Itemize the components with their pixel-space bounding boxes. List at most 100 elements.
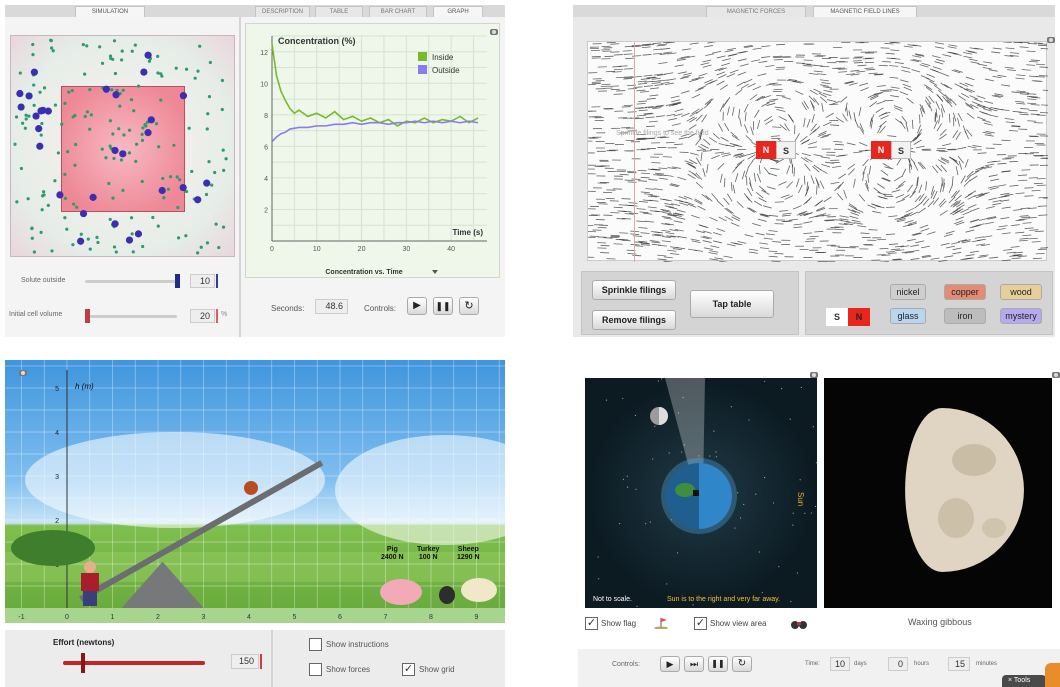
show-view-area-checkbox[interactable]: ✓ — [694, 617, 707, 630]
field-camera-icon[interactable] — [1047, 37, 1055, 43]
water-particle — [67, 90, 71, 94]
pause-button[interactable]: ❚❚ — [433, 297, 453, 315]
iron-filing — [948, 156, 958, 162]
tab-description[interactable]: DESCRIPTION — [255, 6, 310, 17]
effort-value[interactable]: 150 — [231, 654, 259, 669]
iron-filing — [1027, 43, 1037, 45]
iron-filing — [776, 109, 786, 112]
solute-particle — [79, 209, 88, 218]
iron-filing — [654, 172, 665, 175]
magnet-1[interactable]: N S — [756, 141, 796, 159]
iron-filing — [657, 254, 667, 257]
show-forces-checkbox[interactable] — [309, 663, 322, 676]
magnet-swatch[interactable]: S N — [826, 308, 870, 326]
tab-magnetic-field-lines[interactable]: MAGNETIC FIELD LINES — [813, 6, 917, 17]
effort-thumb[interactable] — [81, 653, 85, 673]
iron-filing — [813, 164, 822, 171]
material-nickel-button[interactable]: nickel — [890, 284, 926, 300]
graph-camera-icon[interactable] — [490, 29, 498, 35]
hours-value[interactable]: 0 — [888, 657, 908, 671]
iron-filing — [953, 220, 963, 225]
show-grid-checkbox[interactable]: ✓ — [402, 663, 415, 676]
tab-magnetic-forces[interactable]: MAGNETIC FORCES — [706, 6, 806, 17]
iron-filing — [654, 105, 664, 108]
iron-filing — [938, 150, 948, 153]
iron-filing — [702, 59, 712, 63]
iron-filing — [818, 130, 827, 136]
minutes-value[interactable]: 15 — [948, 657, 970, 671]
iron-filing — [929, 80, 938, 86]
iron-filing — [723, 197, 730, 206]
cell-volume-value[interactable]: 20 — [190, 309, 215, 323]
orbit-camera-icon[interactable] — [810, 372, 818, 378]
animal-label-pig: Pig 2400 N — [381, 546, 404, 562]
water-particle — [112, 156, 116, 161]
tab-graph[interactable]: GRAPH — [433, 6, 483, 17]
effort-track[interactable] — [63, 661, 205, 665]
remove-filings-button[interactable]: Remove filings — [592, 310, 676, 330]
moon-camera-icon[interactable] — [1052, 372, 1060, 378]
iron-filing — [621, 198, 631, 200]
moon-reset-button[interactable]: ↻ — [732, 656, 752, 672]
cell-volume-thumb[interactable] — [85, 309, 90, 323]
iron-filing — [646, 125, 656, 128]
water-particle — [38, 90, 42, 94]
water-particle — [27, 114, 31, 118]
iron-filing — [912, 55, 922, 58]
phase-name: Waxing gibbous — [908, 617, 972, 627]
star — [598, 578, 600, 580]
iron-filing — [816, 185, 818, 195]
reset-button[interactable]: ↻ — [459, 297, 479, 315]
tab-table[interactable]: TABLE — [315, 6, 363, 17]
material-wood-button[interactable]: wood — [1000, 284, 1042, 300]
water-particle — [214, 222, 218, 226]
play-button[interactable]: ▶ — [407, 297, 427, 315]
material-copper-button[interactable]: copper — [944, 284, 986, 300]
iron-filing — [823, 196, 832, 203]
tap-table-button[interactable]: Tap table — [690, 290, 774, 318]
solute-particle — [112, 91, 120, 99]
iron-filing — [901, 66, 911, 69]
water-particle — [63, 172, 67, 176]
water-particle — [207, 94, 212, 99]
moon-pause-button[interactable]: ❚❚ — [708, 656, 728, 672]
iron-filing — [808, 72, 818, 75]
cell-volume-track[interactable] — [85, 315, 177, 318]
iron-filing — [1015, 100, 1025, 103]
iron-filing — [691, 76, 701, 81]
tools-button[interactable]: × Tools — [1002, 675, 1046, 687]
solute-outside-value[interactable]: 10 — [190, 274, 215, 288]
tab-simulation[interactable]: SIMULATION — [75, 6, 145, 17]
material-glass-button[interactable]: glass — [890, 308, 926, 324]
iron-filing — [848, 110, 852, 120]
iron-filing — [967, 204, 977, 209]
star — [652, 458, 654, 460]
iron-filing — [951, 241, 961, 245]
lever-camera-icon[interactable] — [19, 370, 27, 376]
iron-filing — [768, 255, 778, 258]
iron-filing — [838, 71, 848, 73]
iron-filing — [961, 93, 970, 99]
iron-filing — [914, 202, 922, 209]
solute-outside-thumb[interactable] — [175, 274, 180, 288]
iron-filing — [764, 115, 773, 122]
material-iron-button[interactable]: iron — [944, 308, 986, 324]
water-particle — [108, 119, 112, 123]
distance-tick-label: 2 — [156, 614, 160, 621]
solute-outside-track[interactable] — [85, 280, 177, 283]
fast-forward-button[interactable]: ⏭ — [684, 656, 704, 672]
water-particle — [39, 230, 43, 234]
star — [626, 475, 628, 477]
days-value[interactable]: 10 — [830, 657, 850, 671]
show-instructions-checkbox[interactable] — [309, 638, 322, 651]
sprinkle-filings-button[interactable]: Sprinkle filings — [592, 280, 676, 300]
iron-filing — [772, 241, 782, 243]
material-mystery-button[interactable]: mystery — [1000, 308, 1042, 324]
iron-filing — [643, 74, 653, 77]
iron-filing — [765, 83, 775, 86]
magnet-2[interactable]: N S — [871, 141, 911, 159]
moon-play-button[interactable]: ▶ — [660, 656, 680, 672]
tab-bar-chart[interactable]: BAR CHART — [369, 6, 427, 17]
iron-filing — [824, 219, 834, 221]
show-flag-checkbox[interactable]: ✓ — [585, 617, 598, 630]
